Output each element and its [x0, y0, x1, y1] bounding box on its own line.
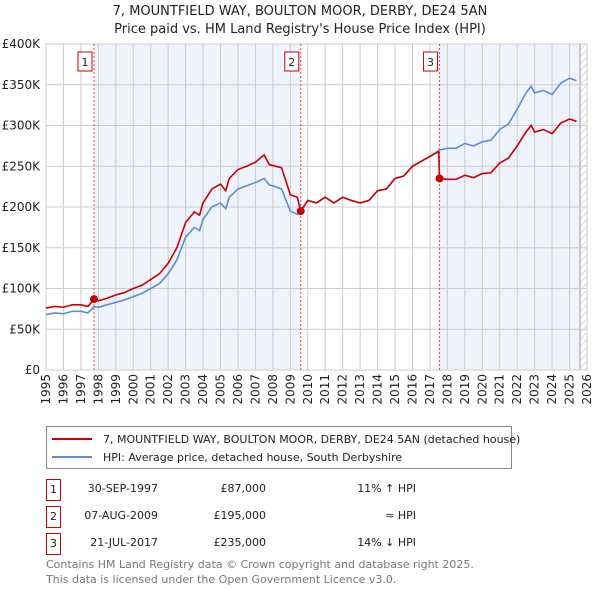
x-tick-label: 2010: [301, 374, 315, 405]
x-tick-label: 2021: [493, 374, 507, 405]
legend-item-hpi: HPI: Average price, detached house, Sout…: [52, 449, 402, 465]
sale-point: [296, 207, 305, 216]
x-tick-label: 2015: [388, 374, 402, 405]
sale-marker-box: [423, 51, 439, 72]
x-tick-label: 2009: [283, 374, 297, 405]
transaction-row: 3 21-JUL-2017 £235,000 14% ↓ HPI: [46, 533, 426, 555]
transaction-price: £87,000: [220, 482, 267, 495]
sale-marker-box: [77, 51, 93, 72]
x-tick-label: 2019: [458, 374, 472, 405]
red-line-swatch: [52, 438, 92, 440]
x-tick-label: 2003: [179, 374, 193, 405]
transaction-hpi: ≈ HPI: [385, 509, 416, 522]
y-tick-label: £350K: [2, 78, 42, 92]
x-tick-label: 2012: [336, 374, 350, 405]
transaction-hpi: 14% ↓ HPI: [357, 536, 416, 549]
x-tick-label: 1999: [109, 374, 123, 405]
x-tick-label: 2018: [440, 374, 454, 405]
x-tick-label: 2006: [231, 374, 245, 405]
x-tick-label: 2007: [248, 374, 262, 405]
y-tick-label: £400K: [2, 37, 42, 51]
x-tick-label: 2002: [161, 374, 175, 405]
x-tick-label: 2008: [266, 374, 280, 405]
sale-marker-label: 2: [288, 56, 295, 69]
x-tick-label: 2026: [580, 374, 594, 405]
transaction-date: 30-SEP-1997: [87, 482, 158, 495]
x-tick-label: 2016: [405, 374, 419, 405]
x-tick-label: 2011: [318, 374, 332, 405]
x-tick-label: 2014: [371, 374, 385, 405]
sale-marker-box: [284, 51, 300, 72]
x-tick-label: 2004: [196, 374, 210, 405]
x-tick-label: 2024: [545, 374, 559, 405]
blue-line-swatch: [52, 456, 92, 458]
price-chart: 1995 1996 1997 1998 1999 2000 2001 2002 2003 2004…: [2, 37, 594, 405]
y-tick-label: £200K: [2, 200, 42, 214]
transaction-hpi: 11% ↑ HPI: [357, 482, 416, 495]
transaction-price: £195,000: [213, 509, 267, 522]
x-tick-label: 1998: [91, 374, 105, 405]
sale-point: [89, 295, 98, 304]
sale-marker-label: 3: [427, 56, 434, 69]
sale-point: [435, 174, 444, 183]
x-tick-label: 1995: [39, 374, 53, 405]
transaction-number: 2: [46, 506, 61, 528]
y-tick-label: £100K: [2, 282, 42, 296]
x-tick-label: 2013: [353, 374, 367, 405]
x-tick-label: 1996: [56, 374, 70, 405]
x-tick-label: 2023: [528, 374, 542, 405]
transaction-row: 2 07-AUG-2009 £195,000 ≈ HPI: [46, 506, 426, 528]
y-tick-label: £50K: [9, 322, 41, 336]
x-tick-label: 2005: [214, 374, 228, 405]
transaction-price: £235,000: [213, 536, 267, 549]
legend-item-property: 7, MOUNTFIELD WAY, BOULTON MOOR, DERBY, …: [52, 431, 520, 447]
x-tick-label: 2000: [126, 374, 140, 405]
transaction-number: 1: [46, 479, 61, 501]
x-tick-label: 2022: [510, 374, 524, 405]
x-tick-label: 2017: [423, 374, 437, 405]
x-tick-label: 2001: [144, 374, 158, 405]
legend-label: HPI: Average price, detached house, Sout…: [103, 450, 403, 464]
transaction-date: 21-JUL-2017: [90, 536, 158, 549]
y-tick-label: £0: [25, 363, 40, 377]
x-tick-label: 2020: [475, 374, 489, 405]
plot-border: [45, 43, 588, 371]
footer-copyright: Contains HM Land Registry data © Crown c…: [46, 558, 474, 571]
legend-label: 7, MOUNTFIELD WAY, BOULTON MOOR, DERBY, …: [103, 432, 521, 446]
transaction-date: 07-AUG-2009: [84, 509, 158, 522]
transaction-row: 1 30-SEP-1997 £87,000 11% ↑ HPI: [46, 479, 426, 501]
chart-title: 7, MOUNTFIELD WAY, BOULTON MOOR, DERBY, …: [112, 4, 488, 19]
transaction-number: 3: [46, 533, 61, 555]
y-tick-label: £300K: [2, 119, 42, 133]
y-tick-label: £150K: [2, 241, 42, 255]
x-tick-label: 1997: [74, 374, 88, 405]
sale-marker-label: 1: [81, 56, 88, 69]
legend: 7, MOUNTFIELD WAY, BOULTON MOOR, DERBY, …: [46, 426, 520, 469]
x-tick-label: 2025: [563, 374, 577, 405]
y-tick-label: £250K: [2, 159, 42, 173]
chart-subtitle: Price paid vs. HM Land Registry's House …: [114, 22, 486, 37]
footer-licence: This data is licensed under the Open Gov…: [46, 573, 397, 586]
